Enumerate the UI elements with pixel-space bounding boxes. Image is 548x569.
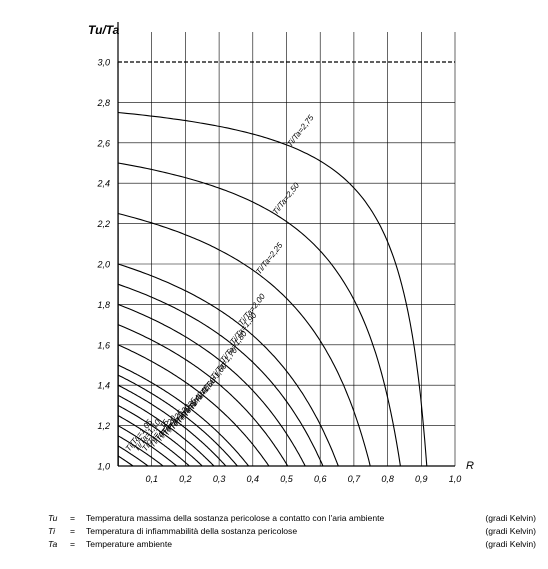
curve-ti-ta-1-35	[117, 394, 215, 467]
legend-row-tu: Tu = Temperatura massima della sostanza …	[48, 512, 536, 525]
y-tick-label: 1,8	[97, 300, 110, 310]
legend-description: Temperatura di infiammabilità della sost…	[86, 526, 298, 536]
legend-equals: =	[70, 526, 76, 536]
legend: Tu = Temperatura massima della sostanza …	[48, 512, 536, 551]
y-tick-label: 3,0	[97, 58, 110, 68]
legend-row-ti: Ti = Temperatura di infiammabilità della…	[48, 525, 536, 538]
curve-ti-ta-2-25	[117, 212, 371, 467]
y-tick-label: 1,6	[97, 340, 110, 350]
curve-ti-ta-1-05	[117, 455, 134, 467]
curve-ti-ta-1-15	[117, 435, 164, 467]
curve-ti-ta-1-80	[117, 303, 306, 467]
x-tick-label: 0,6	[314, 474, 327, 484]
x-tick-label: 1,0	[449, 474, 462, 484]
curve-ti-ta-2-00	[117, 263, 339, 467]
x-tick-label: 0,8	[381, 474, 394, 484]
curve-ti-ta-1-40	[117, 384, 227, 467]
curve-ti-ta-1-90	[117, 283, 324, 467]
x-axis-label: R	[466, 460, 474, 472]
x-tick-label: 0,9	[415, 474, 428, 484]
y-tick-label: 2,0	[96, 260, 110, 270]
legend-symbol: Tu	[48, 513, 58, 523]
legend-description: Temperature ambiente	[86, 539, 172, 549]
curve-ti-ta-1-70	[117, 324, 289, 467]
curve-label: Ti/Ta=2,50	[271, 181, 302, 217]
curve-ti-ta-1-30	[117, 404, 203, 467]
curve-label: Ti/Ta=2,25	[254, 240, 285, 276]
legend-description: Temperatura massima della sostanza peric…	[86, 513, 385, 523]
x-tick-label: 0,7	[348, 474, 362, 484]
curve-ti-ta-2-50	[117, 162, 401, 467]
tick-labels: 1,0 1,2 1,4 1,6 1,8 2,0 2,2 2,4 2,6 2,8 3,0 0,1 0,2 0…	[96, 58, 461, 485]
y-tick-label: 2,2	[96, 219, 110, 229]
y-tick-label: 1,0	[97, 462, 110, 472]
legend-unit: (gradi Kelvin)	[485, 539, 536, 549]
legend-symbol: Ta	[48, 539, 58, 549]
curve-ti-ta-1-25	[117, 415, 190, 467]
curve-ti-ta-1-45	[117, 374, 238, 467]
y-tick-label: 1,4	[97, 381, 110, 391]
curve-ti-ta-2-75	[117, 111, 428, 467]
y-axis-label: Tu/Ta	[88, 23, 120, 37]
y-tick-label: 1,2	[97, 421, 110, 431]
curve-ti-ta-1-10	[117, 445, 149, 467]
curve-ti-ta-1-60	[117, 344, 270, 467]
x-tick-label: 0,2	[179, 474, 192, 484]
legend-equals: =	[70, 513, 76, 523]
curve-ti-ta-1-20	[117, 425, 177, 467]
curve-ti-ta-1-50	[117, 364, 250, 467]
x-tick-label: 0,3	[213, 474, 226, 484]
y-tick-label: 2,4	[96, 179, 110, 189]
y-tick-label: 2,8	[96, 98, 110, 108]
x-tick-label: 0,1	[145, 474, 158, 484]
legend-symbol: Ti	[48, 526, 56, 536]
axes	[117, 22, 455, 467]
legend-equals: =	[70, 539, 76, 549]
legend-unit: (gradi Kelvin)	[485, 526, 536, 536]
x-tick-label: 0,4	[247, 474, 260, 484]
legend-row-ta: Ta = Temperature ambiente (gradi Kelvin)	[48, 538, 536, 551]
x-tick-label: 0,5	[280, 474, 294, 484]
curve-label: Ti/Ta=2,75	[285, 113, 316, 149]
legend-unit: (gradi Kelvin)	[485, 513, 536, 523]
curves	[117, 61, 428, 467]
y-tick-label: 2,6	[96, 138, 110, 148]
chart: 1,0 1,2 1,4 1,6 1,8 2,0 2,2 2,4 2,6 2,8 3,0 0,1 0,2 0…	[88, 22, 474, 485]
grid	[118, 32, 456, 466]
